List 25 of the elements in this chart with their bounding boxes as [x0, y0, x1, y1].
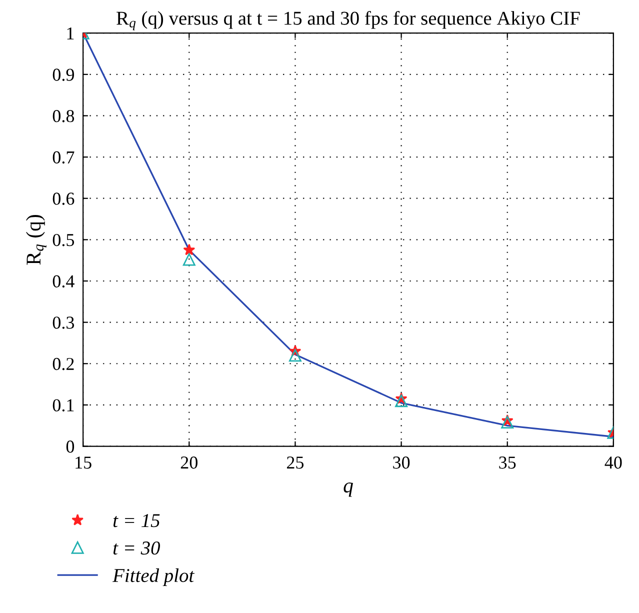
x-tick-label: 20 [180, 456, 198, 469]
legend-label: t = 30 [113, 542, 160, 555]
y-tick-label: 0.3 [52, 316, 74, 329]
chart-title: R$_{q}$ (q) versus q at t = 15 and 30 fps for sequence Akiyo CIF [116, 10, 580, 30]
point [395, 394, 408, 408]
x-axis-title: q [344, 482, 353, 497]
y-tick-label: 0.2 [52, 358, 74, 370]
y-tick-label: 0.7 [52, 151, 74, 164]
x-tick-label: 15 [76, 456, 92, 469]
y-tick-label: 0.5 [52, 234, 74, 246]
y-tick-label: 0.9 [52, 68, 74, 81]
x-tick-label: 30 [393, 456, 410, 469]
legend-label: t = 15 [113, 514, 160, 528]
x-tick-label: 25 [286, 456, 304, 469]
y-tick-label: 0.1 [52, 399, 74, 412]
legend-label: Fitted plot [112, 568, 195, 586]
y-tick-label: 0.6 [52, 192, 74, 205]
x-tick-label: 40 [604, 456, 622, 469]
y-axis-title: R$_{q}$ (q) [26, 214, 46, 265]
y-tick-label: 0.4 [52, 275, 74, 288]
x-tick-label: 35 [499, 456, 516, 469]
point [288, 349, 302, 362]
y-tick-label: 0.8 [52, 110, 74, 122]
y-tick-label: 0 [66, 440, 74, 453]
y-tick-label: 1 [67, 27, 74, 40]
